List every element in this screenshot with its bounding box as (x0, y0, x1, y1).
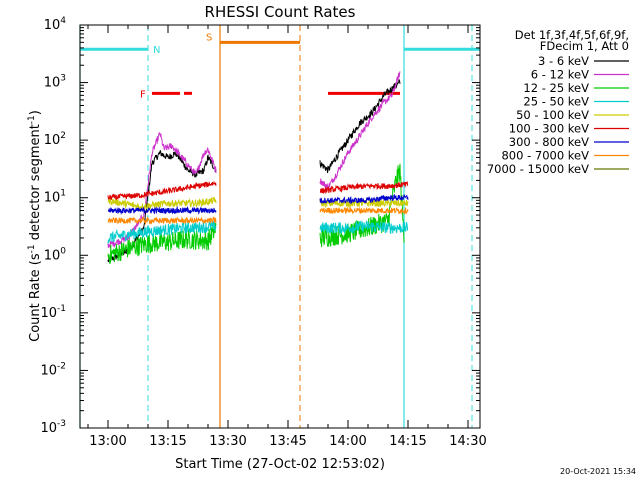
legend-label-4: 50 - 100 keV (516, 108, 589, 122)
legend-header-line1: Det 1f,3f,4f,5f,6f,9f, (515, 28, 629, 42)
series-line-7-seg1 (107, 216, 217, 226)
f-bar-label: F (140, 89, 146, 100)
legend: Det 1f,3f,4f,5f,6f,9f, FDecim 1, Att 0 3… (487, 28, 629, 176)
series-line-1-seg1 (107, 131, 217, 249)
x-axis-label: Start Time (27-Oct-02 12:53:02) (175, 457, 385, 472)
series-line-0-seg2 (319, 78, 401, 174)
y-tick-label: 10-2 (40, 361, 66, 378)
legend-label-7: 800 - 7000 keV (501, 149, 589, 163)
series-line-3-seg1 (107, 220, 217, 244)
y-tick-label: 10-1 (40, 304, 66, 321)
y-axis-label-exp2: -1 (27, 115, 37, 124)
chart-title: RHESSI Count Rates (205, 3, 356, 21)
y-tick-label: 102 (44, 131, 66, 148)
y-tick-label: 100 (44, 246, 67, 263)
x-tick-label: 13:15 (149, 434, 186, 449)
y-axis-label-part3: ) (28, 110, 43, 115)
legend-header-line2: FDecim 1, Att 0 (540, 39, 629, 53)
tick-layer: 13:00 13:15 13:30 13:45 14:00 14:15 14:30 10-3 1… (40, 16, 486, 449)
series-line-5-seg2 (319, 181, 409, 195)
s-bar-label: S (206, 32, 212, 43)
series-line-3-seg2 (319, 220, 409, 235)
legend-label-1: 6 - 12 keV (531, 68, 589, 82)
legend-label-3: 25 - 50 keV (523, 95, 589, 109)
x-tick-label: 13:30 (209, 434, 246, 449)
y-axis-label-part2: detector segment (28, 124, 43, 244)
series-line-4-seg1 (107, 196, 217, 211)
y-tick-label: 103 (44, 74, 66, 91)
series-line-2-seg1 (107, 222, 217, 265)
y-tick-label: 104 (44, 16, 67, 33)
x-tick-label: 13:00 (89, 434, 126, 449)
x-tick-label: 13:45 (269, 434, 306, 449)
y-tick-label: 101 (44, 189, 66, 206)
legend-label-0: 3 - 6 keV (538, 54, 589, 68)
legend-label-5: 100 - 300 keV (509, 122, 589, 136)
series-line-6-seg2 (319, 193, 409, 205)
plot-frame (79, 24, 481, 429)
n-bar-label: N (153, 45, 160, 56)
y-axis-label: Count Rate (s-1 detector segment-1) (27, 110, 43, 342)
y-axis-label-part1: Count Rate (s (28, 253, 43, 342)
y-tick-label: 10-3 (40, 419, 66, 436)
series-line-0-seg1 (107, 149, 217, 263)
x-tick-label: 14:15 (389, 434, 426, 449)
annotation-layer: N F S (79, 25, 480, 428)
legend-label-8: 7000 - 15000 keV (487, 162, 589, 176)
legend-label-2: 12 - 25 keV (523, 81, 589, 95)
legend-label-6: 300 - 800 keV (509, 135, 589, 149)
x-tick-label: 14:00 (329, 434, 366, 449)
y-axis-label-exp1: -1 (27, 244, 37, 253)
series-line-1-seg2 (319, 71, 401, 191)
x-tick-label: 14:30 (449, 434, 486, 449)
series-line-7-seg2 (319, 206, 409, 216)
series-line-5-seg1 (107, 180, 217, 201)
series-line-6-seg1 (107, 205, 217, 216)
series-layer (107, 71, 409, 265)
footer-timestamp: 20-Oct-2021 15:34 (560, 467, 636, 476)
